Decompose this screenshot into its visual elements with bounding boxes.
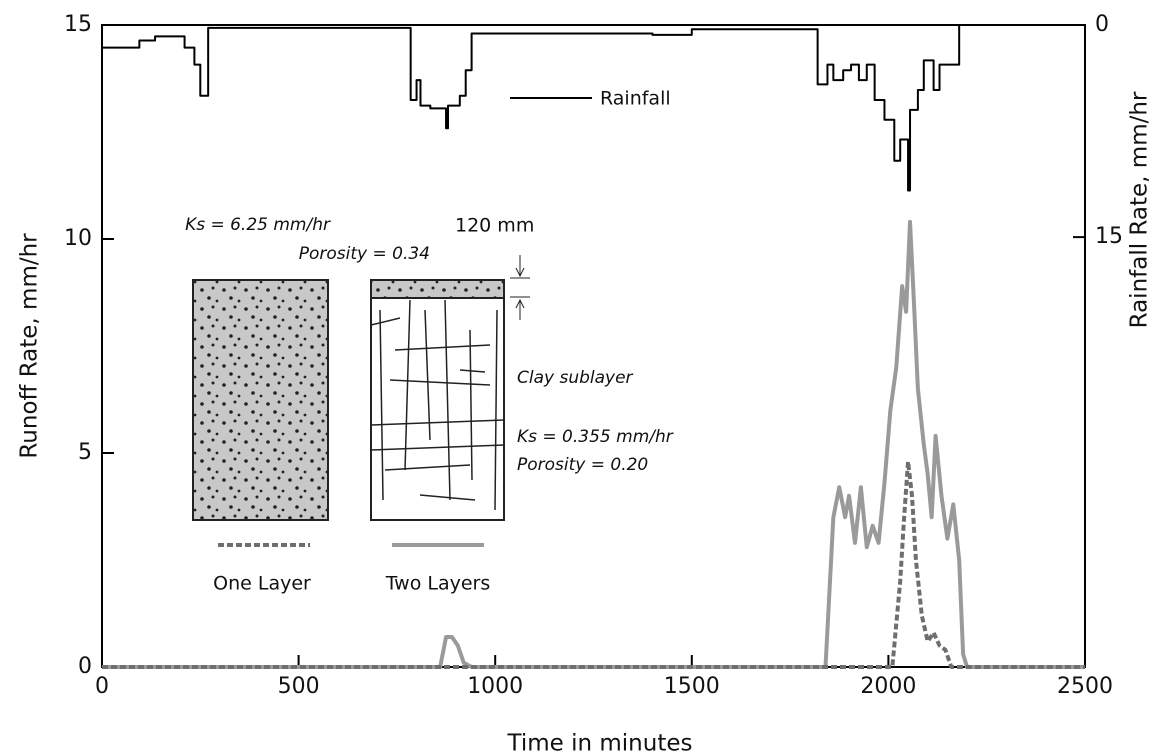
x-tick-label: 2000 [860, 674, 916, 699]
x-axis-label: Time in minutes [507, 731, 693, 756]
annotation: Clay sublayer [517, 368, 634, 388]
series-line [102, 24, 1085, 192]
y-tick-label: 10 [64, 226, 92, 251]
x-tick-label: 0 [95, 674, 109, 699]
x-tick-label: 2500 [1057, 674, 1113, 699]
legend-label: Two Layers [385, 573, 491, 595]
legend-label: One Layer [213, 573, 311, 595]
series-line [102, 459, 1085, 669]
y2-tick-label: 15 [1095, 224, 1123, 249]
annotation: Porosity = 0.34 [299, 244, 430, 264]
annotation: 120 mm [455, 215, 534, 237]
soil-diagram [192, 97, 592, 547]
y-tick-label: 15 [64, 12, 92, 37]
y2-axis-label: Rainfall Rate, mm/hr [1127, 91, 1153, 328]
legend-label: Rainfall [600, 88, 671, 110]
annotation: Ks = 6.25 mm/hr [185, 215, 331, 235]
y-tick-label: 0 [78, 654, 92, 679]
x-tick-label: 500 [278, 674, 320, 699]
annotation: Porosity = 0.20 [517, 455, 648, 475]
y-tick-label: 5 [78, 440, 92, 465]
annotation: Ks = 0.355 mm/hr [517, 427, 674, 447]
series-line [102, 219, 1085, 669]
y-axis-label: Runoff Rate, mm/hr [17, 233, 43, 459]
y2-tick-label: 0 [1095, 12, 1109, 37]
x-tick-label: 1500 [664, 674, 720, 699]
x-tick-label: 1000 [467, 674, 523, 699]
